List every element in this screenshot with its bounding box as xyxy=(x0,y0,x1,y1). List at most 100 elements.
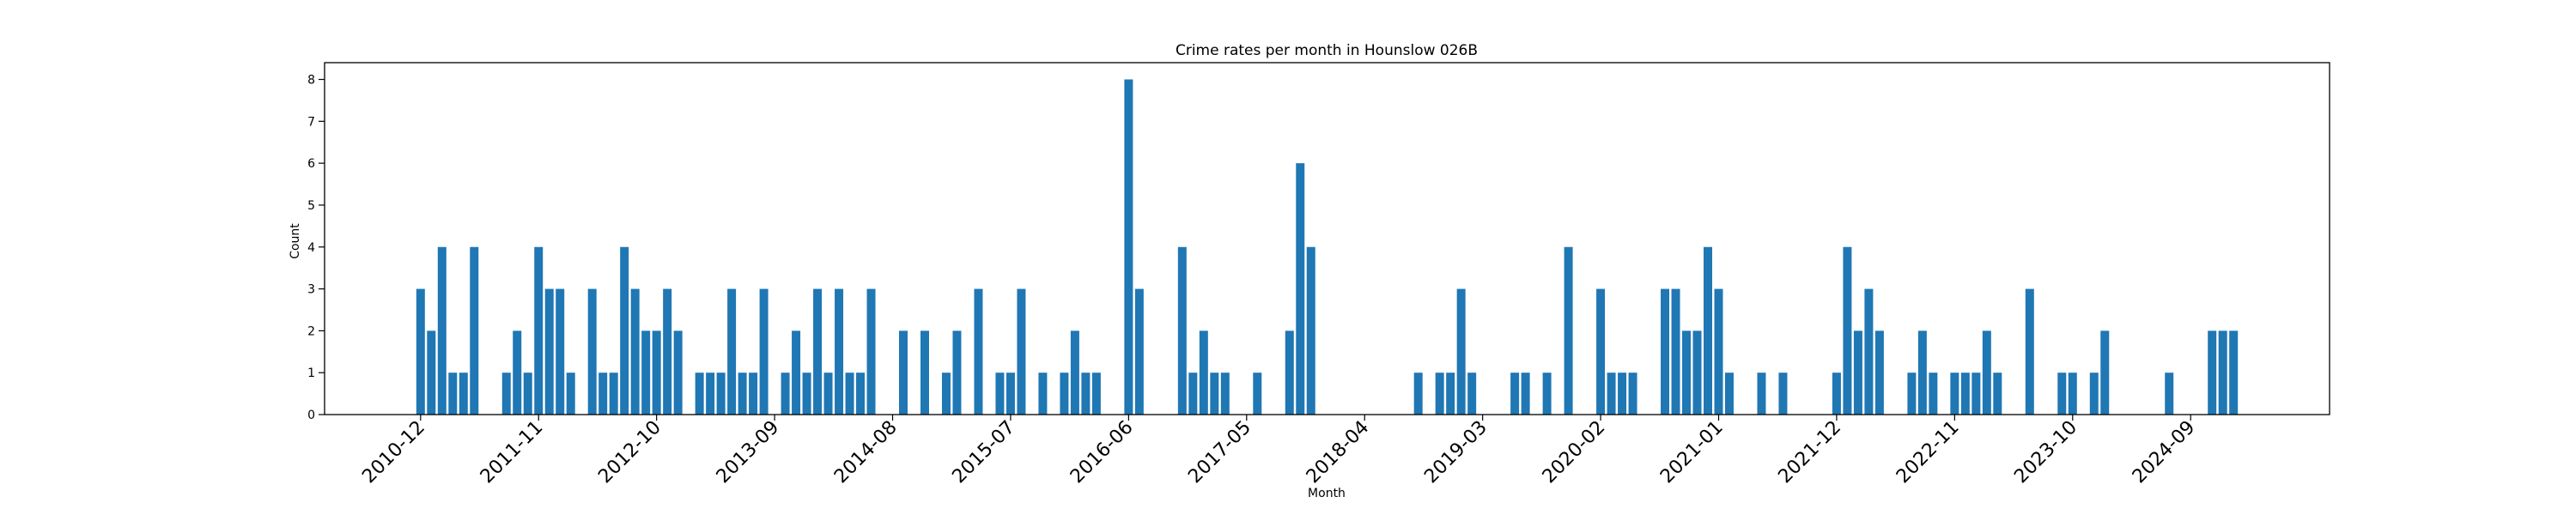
bar-2023-10 xyxy=(2068,373,2077,415)
x-tick-label: 2021-01 xyxy=(1656,417,1728,488)
bar-2012-06 xyxy=(609,373,618,415)
y-tick-label: 6 xyxy=(307,157,315,171)
bar-2015-01 xyxy=(941,373,951,415)
bar-2015-10 xyxy=(1038,373,1048,415)
bar-2014-06 xyxy=(866,288,876,415)
bar-2015-02 xyxy=(952,330,962,415)
bar-2017-11 xyxy=(1306,246,1315,415)
bar-2020-08 xyxy=(1661,288,1670,415)
bar-2016-02 xyxy=(1081,373,1091,415)
bar-2016-03 xyxy=(1091,373,1101,415)
bar-2011-08 xyxy=(501,373,511,415)
bar-2024-11 xyxy=(2208,330,2217,415)
bar-2022-07 xyxy=(1907,373,1917,415)
bar-2020-09 xyxy=(1671,288,1680,415)
bar-2012-11 xyxy=(663,288,672,415)
x-tick-label: 2017-05 xyxy=(1184,417,1255,488)
bar-2013-12 xyxy=(802,373,811,415)
bar-2016-12 xyxy=(1188,373,1198,415)
bar-2013-07 xyxy=(749,373,758,415)
bar-2014-04 xyxy=(845,373,854,415)
bar-2012-08 xyxy=(630,288,640,415)
bar-2013-02 xyxy=(695,373,704,415)
bar-2024-07 xyxy=(2165,373,2174,415)
bar-2011-04 xyxy=(459,373,468,415)
chart-title: Crime rates per month in Hounslow 026B xyxy=(1176,42,1478,59)
bar-2017-09 xyxy=(1285,330,1294,415)
bar-2018-09 xyxy=(1413,373,1423,415)
bar-2012-07 xyxy=(620,246,629,415)
bar-2014-05 xyxy=(856,373,866,415)
bar-2011-05 xyxy=(470,246,479,415)
bar-2022-08 xyxy=(1917,330,1927,415)
bar-2020-05 xyxy=(1628,373,1637,415)
x-tick-label: 2013-09 xyxy=(713,417,784,488)
x-tick-label: 2010-12 xyxy=(358,417,429,488)
bar-2020-03 xyxy=(1607,373,1616,415)
bar-2020-04 xyxy=(1618,373,1627,415)
x-tick-label: 2016-06 xyxy=(1066,417,1138,488)
y-tick-label: 8 xyxy=(307,74,315,88)
bar-2015-06 xyxy=(995,373,1005,415)
bar-2021-05 xyxy=(1757,373,1766,415)
bar-2018-12 xyxy=(1446,373,1455,415)
x-tick-label: 2023-10 xyxy=(2010,417,2081,488)
bar-2019-06 xyxy=(1510,373,1520,415)
bar-2019-02 xyxy=(1467,373,1477,415)
x-tick-label: 2019-03 xyxy=(1420,417,1492,488)
bar-2017-03 xyxy=(1220,373,1230,415)
bar-2011-01 xyxy=(427,330,436,415)
bar-2014-01 xyxy=(813,288,823,415)
y-tick-label: 3 xyxy=(307,283,315,297)
bar-2022-09 xyxy=(1929,373,1938,415)
bar-2012-02 xyxy=(566,373,575,415)
bar-2011-10 xyxy=(523,373,532,415)
bar-2017-02 xyxy=(1210,373,1219,415)
x-tick-label: 2011-11 xyxy=(477,417,548,488)
bar-2015-12 xyxy=(1060,373,1069,415)
bar-2013-11 xyxy=(792,330,801,415)
bar-2021-12 xyxy=(1832,373,1841,415)
bar-2014-11 xyxy=(920,330,929,415)
bar-2011-12 xyxy=(544,288,554,415)
bar-2019-07 xyxy=(1521,373,1530,415)
y-tick-label: 7 xyxy=(307,115,315,129)
bar-2020-10 xyxy=(1682,330,1692,415)
bar-2017-10 xyxy=(1296,163,1305,415)
bar-2023-01 xyxy=(1971,373,1981,415)
bar-2011-02 xyxy=(437,246,447,415)
bar-2023-06 xyxy=(2025,288,2034,415)
bar-2014-02 xyxy=(823,373,833,415)
bar-2013-05 xyxy=(727,288,737,415)
bar-2013-10 xyxy=(781,373,790,415)
bar-2023-03 xyxy=(1993,373,2002,415)
x-tick-label: 2012-10 xyxy=(594,417,665,488)
bar-2016-07 xyxy=(1134,288,1144,415)
bar-2012-04 xyxy=(587,288,597,415)
bar-2022-04 xyxy=(1874,330,1884,415)
bar-2024-12 xyxy=(2218,330,2227,415)
bar-2016-06 xyxy=(1124,79,1133,415)
bar-2015-07 xyxy=(1005,373,1015,415)
bar-2013-03 xyxy=(706,373,715,415)
bar-2023-12 xyxy=(2089,373,2099,415)
bar-2019-11 xyxy=(1564,246,1573,415)
x-tick-label: 2022-11 xyxy=(1893,417,1964,488)
bar-2011-03 xyxy=(448,373,458,415)
x-tick-label: 2024-09 xyxy=(2129,417,2200,488)
bar-2017-06 xyxy=(1253,373,1262,415)
bar-2015-04 xyxy=(974,288,983,415)
bar-2016-01 xyxy=(1070,330,1079,415)
bar-2025-01 xyxy=(2229,330,2239,415)
bar-2012-10 xyxy=(652,330,661,415)
bar-2023-09 xyxy=(2057,373,2067,415)
y-tick-label: 4 xyxy=(307,241,315,255)
bar-2013-08 xyxy=(759,288,769,415)
x-axis-label: Month xyxy=(1308,487,1346,500)
bar-2012-12 xyxy=(673,330,683,415)
bar-2011-11 xyxy=(534,246,544,415)
y-tick-label: 5 xyxy=(307,199,315,213)
bar-2024-01 xyxy=(2100,330,2110,415)
bar-2013-04 xyxy=(716,373,726,415)
